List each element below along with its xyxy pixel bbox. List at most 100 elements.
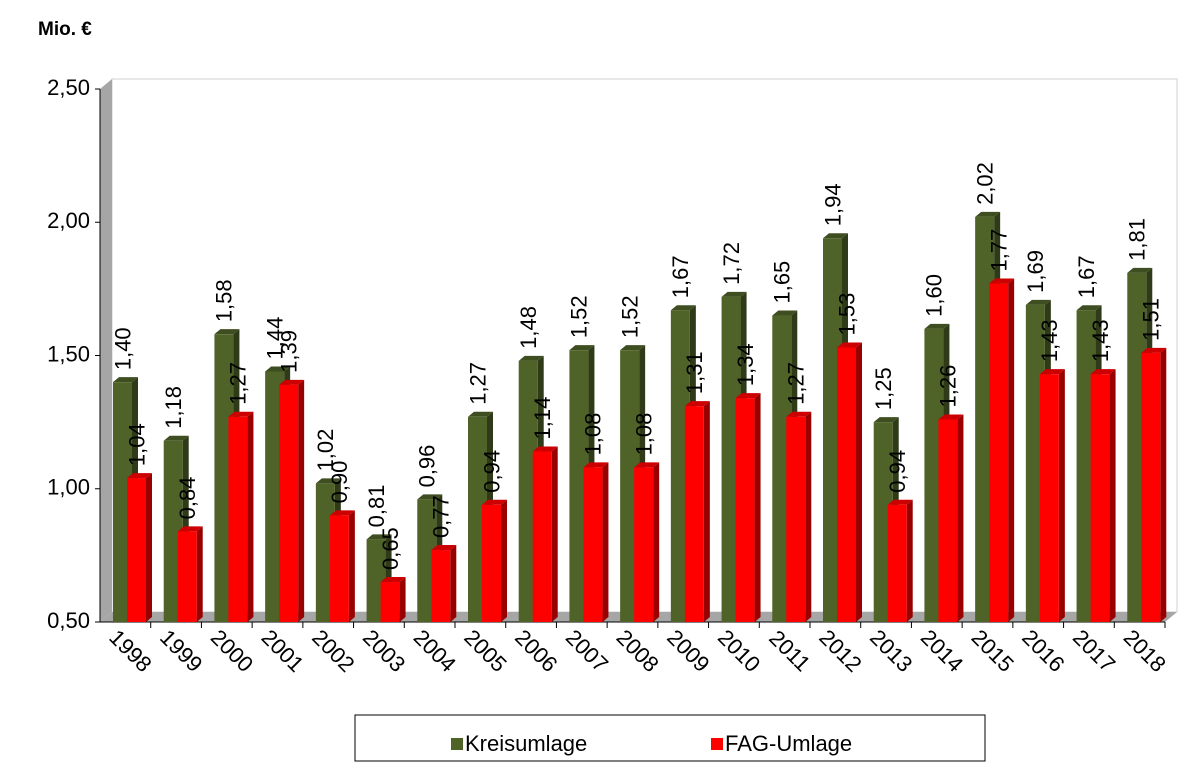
bar	[786, 416, 806, 622]
x-tick-label: 2001	[257, 625, 309, 677]
x-tick-label: 2017	[1068, 625, 1120, 677]
x-tick-label: 2005	[459, 625, 511, 677]
x-tick-label: 2006	[510, 625, 562, 677]
bar	[583, 467, 603, 622]
bar	[1141, 352, 1161, 622]
bar-top	[1025, 299, 1051, 305]
x-tick-label: 2007	[561, 625, 613, 677]
bar-side	[906, 499, 913, 622]
side-wall	[100, 79, 112, 622]
bar-side	[653, 462, 660, 622]
x-tick-label: 2000	[206, 625, 258, 677]
data-label: 0,81	[364, 485, 389, 528]
bar-side	[399, 577, 406, 622]
bar	[735, 398, 755, 622]
x-tick-label: 2013	[865, 625, 917, 677]
bar-top	[989, 278, 1015, 284]
bar-side	[501, 499, 507, 622]
x-tick-label: 2009	[662, 625, 714, 677]
bar-top	[127, 473, 152, 479]
x-tick-label: 2008	[612, 625, 664, 677]
bar-top	[1090, 369, 1116, 375]
data-label: 0,65	[378, 527, 403, 570]
x-tick-label: 2018	[1119, 625, 1171, 677]
bar-top	[670, 305, 696, 311]
bar-top	[1039, 369, 1065, 375]
bar-top	[265, 366, 291, 372]
legend-swatch	[451, 738, 463, 750]
data-label: 0,96	[415, 445, 440, 488]
bar-top	[177, 526, 203, 532]
x-tick-label: 2003	[358, 625, 410, 677]
bar	[127, 478, 146, 622]
bar-side	[805, 411, 812, 622]
data-label: 1,31	[682, 351, 707, 394]
bar-top	[735, 393, 761, 399]
bar-side	[551, 446, 558, 622]
data-label: 1,94	[820, 183, 845, 226]
x-tick-label: 1998	[104, 625, 156, 677]
bar-top	[380, 577, 406, 583]
bar-top	[482, 499, 507, 505]
bar-top	[620, 345, 646, 351]
data-label: 1,14	[530, 397, 555, 440]
data-label: 1,39	[276, 330, 301, 373]
bar-top	[279, 379, 305, 385]
data-label: 2,02	[972, 162, 997, 205]
bar-top	[1127, 267, 1153, 273]
data-label: 1,77	[986, 229, 1011, 272]
bar	[989, 283, 1009, 622]
data-label: 1,67	[1074, 255, 1099, 298]
data-label: 0,77	[429, 495, 454, 538]
x-tick-label: 2011	[764, 625, 815, 676]
y-axis-label: Mio. €	[38, 19, 92, 40]
bar-top	[315, 478, 341, 484]
bar-top	[468, 411, 493, 417]
data-label: 1,72	[719, 242, 744, 285]
legend-swatch	[711, 738, 723, 750]
bar	[837, 347, 856, 622]
bar-top	[837, 342, 862, 348]
bar-top	[417, 494, 443, 500]
bar-top	[532, 446, 558, 452]
data-label: 1,53	[834, 293, 859, 336]
data-label: 1,04	[124, 423, 149, 466]
data-label: 0,94	[479, 450, 504, 493]
bar	[1090, 374, 1110, 622]
x-tick-label: 2014	[916, 625, 968, 677]
bar-top	[887, 499, 913, 505]
bar-side	[450, 545, 457, 622]
bar-top	[938, 414, 964, 420]
bar-side	[703, 401, 710, 622]
x-tick-label: 2010	[713, 625, 765, 677]
bar-top	[329, 510, 355, 516]
data-label: 0,84	[175, 477, 200, 520]
bar-top	[786, 411, 812, 417]
bar-top	[113, 377, 138, 383]
data-label: 1,18	[161, 386, 186, 429]
data-label: 1,08	[631, 413, 656, 456]
bar-top	[975, 211, 1001, 217]
data-label: 1,60	[922, 274, 947, 317]
bar-top	[228, 411, 254, 417]
bar-top	[163, 435, 189, 441]
y-tick-label: 1,50	[47, 341, 90, 366]
data-label: 1,26	[936, 365, 961, 408]
data-label: 1,65	[770, 261, 795, 304]
bar-top	[924, 323, 950, 329]
data-label: 1,27	[784, 362, 809, 405]
data-label: 1,27	[465, 362, 490, 405]
bar-top	[873, 417, 899, 423]
x-tick-label: 2012	[814, 625, 866, 677]
data-label: 1,44	[262, 317, 287, 360]
legend	[354, 714, 986, 762]
bar-top	[431, 545, 457, 551]
bar	[380, 582, 400, 622]
y-tick-label: 2,50	[47, 75, 90, 100]
data-label: 1,34	[733, 343, 758, 386]
legend-label: FAG-Umlage	[725, 731, 852, 756]
data-label: 1,08	[581, 413, 606, 456]
bar	[634, 467, 654, 622]
bar-top	[583, 462, 609, 468]
bar	[1039, 374, 1059, 622]
